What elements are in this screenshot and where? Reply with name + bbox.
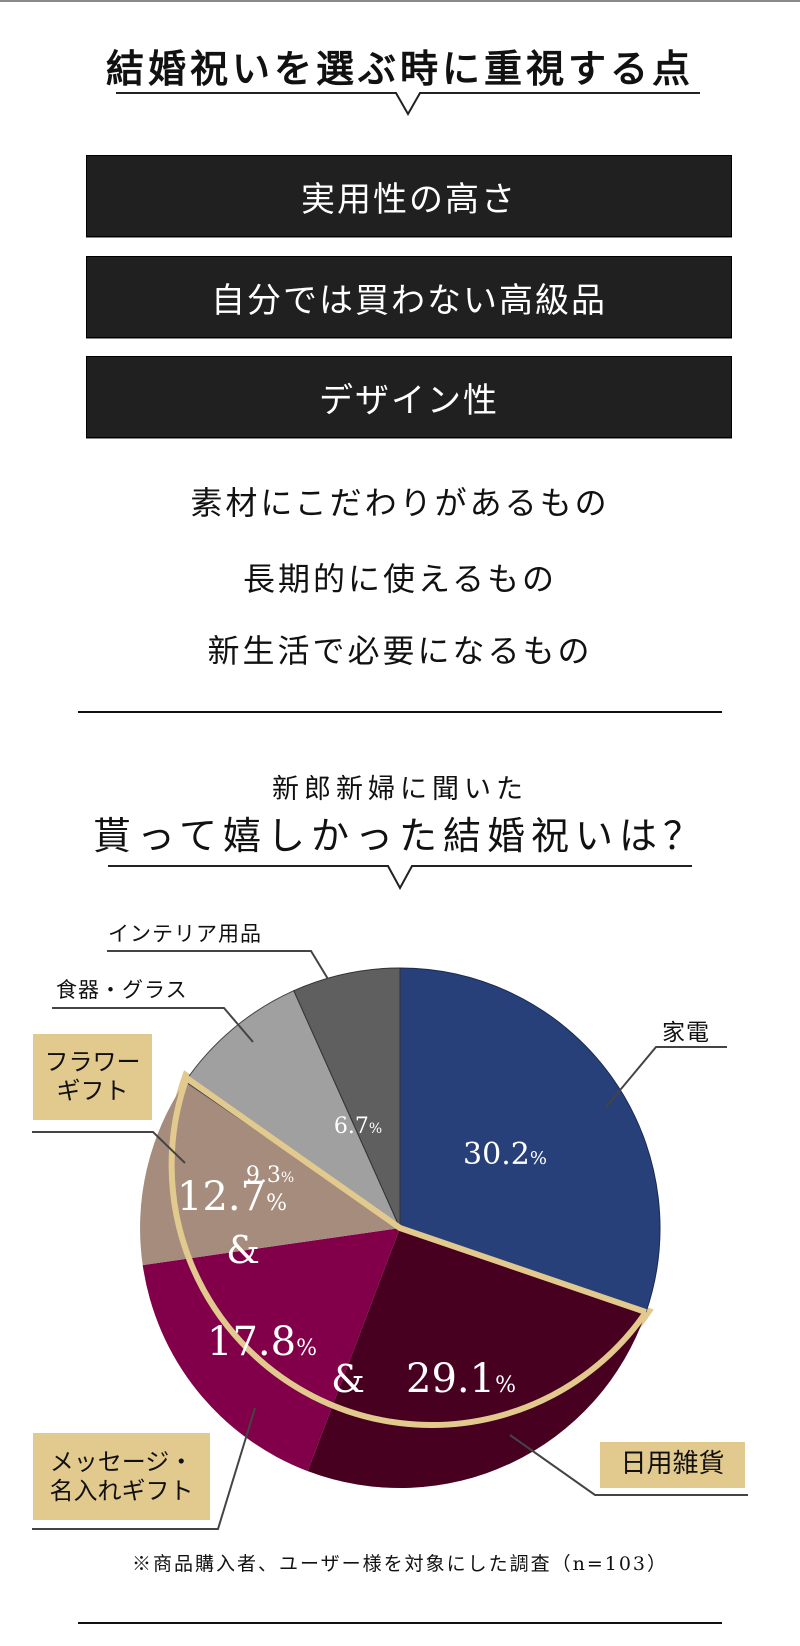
slice-flower: [140, 1081, 400, 1266]
highlight-item-label: 実用性の高さ: [301, 179, 517, 220]
highlight-item: 自分では買わない高級品: [86, 256, 732, 338]
highlight-item-label: 自分では買わない高級品: [211, 280, 607, 321]
top-border: [0, 0, 800, 2]
leader-kaden: [605, 1046, 727, 1108]
label-message: メッセージ・ 名入れギフト: [33, 1433, 210, 1520]
leader-nichiyou: [509, 1434, 748, 1496]
label-nichiyou: 日用雑貨: [600, 1442, 745, 1488]
leader-message: [32, 1407, 256, 1530]
slice-kaden: [399, 967, 661, 1313]
highlight-inner-border: [184, 1075, 647, 1315]
label-interior: インテリア用品: [108, 922, 262, 946]
title-underline-notch: [116, 92, 700, 117]
label-flower-line2: ギフト: [56, 1077, 129, 1105]
bottom-divider: [78, 1622, 722, 1624]
value-nichiyou: 29.1%: [406, 1356, 516, 1402]
section-divider: [78, 711, 722, 713]
section2-subtitle: 新郎新婦に聞いた: [272, 774, 528, 805]
label-kaden: 家電: [662, 1020, 710, 1046]
plain-item: 新生活で必要になるもの: [207, 632, 593, 670]
leader-interior: [107, 950, 329, 980]
label-flower: フラワー ギフト: [33, 1034, 152, 1120]
leader-shokki: [52, 1007, 254, 1043]
value-shokki: 9.3%: [246, 1163, 294, 1188]
plain-item: 素材にこだわりがあるもの: [190, 484, 610, 522]
amp-2: &: [331, 1357, 365, 1401]
survey-footnote: ※商品購入者、ユーザー様を対象にした調査（n=103）: [131, 1553, 669, 1575]
label-nichiyou-text: 日用雑貨: [620, 1449, 725, 1480]
highlight-item-label: デザイン性: [319, 380, 499, 421]
highlight-item: デザイン性: [86, 356, 732, 438]
highlight-item: 実用性の高さ: [86, 155, 732, 237]
label-flower-line1: フラワー: [44, 1048, 141, 1077]
pie-chart: 30.2% 6.7% 9.3% 12.7% & 17.8% & 29.1%: [32, 950, 748, 1530]
value-message: 17.8%: [207, 1319, 317, 1365]
slice-message: [142, 1228, 400, 1472]
section2-title: 貰って嬉しかった結婚祝いは？: [92, 814, 708, 858]
value-flower: 12.7%: [177, 1174, 287, 1220]
value-kaden: 30.2%: [463, 1137, 547, 1172]
label-shokki: 食器・グラス: [56, 978, 188, 1002]
section1-title: 結婚祝いを選ぶ時に重視する点: [105, 46, 694, 91]
label-message-line2: 名入れギフト: [49, 1476, 194, 1505]
slice-interior: [293, 967, 401, 1229]
highlight-arc-border: [168, 1077, 649, 1428]
title2-underline-notch: [108, 865, 692, 891]
value-interior: 6.7%: [334, 1114, 382, 1139]
leader-flower: [32, 1131, 186, 1164]
amp-1: &: [226, 1228, 260, 1272]
plain-item: 長期的に使えるもの: [242, 560, 558, 598]
label-message-line1: メッセージ・: [49, 1447, 194, 1476]
